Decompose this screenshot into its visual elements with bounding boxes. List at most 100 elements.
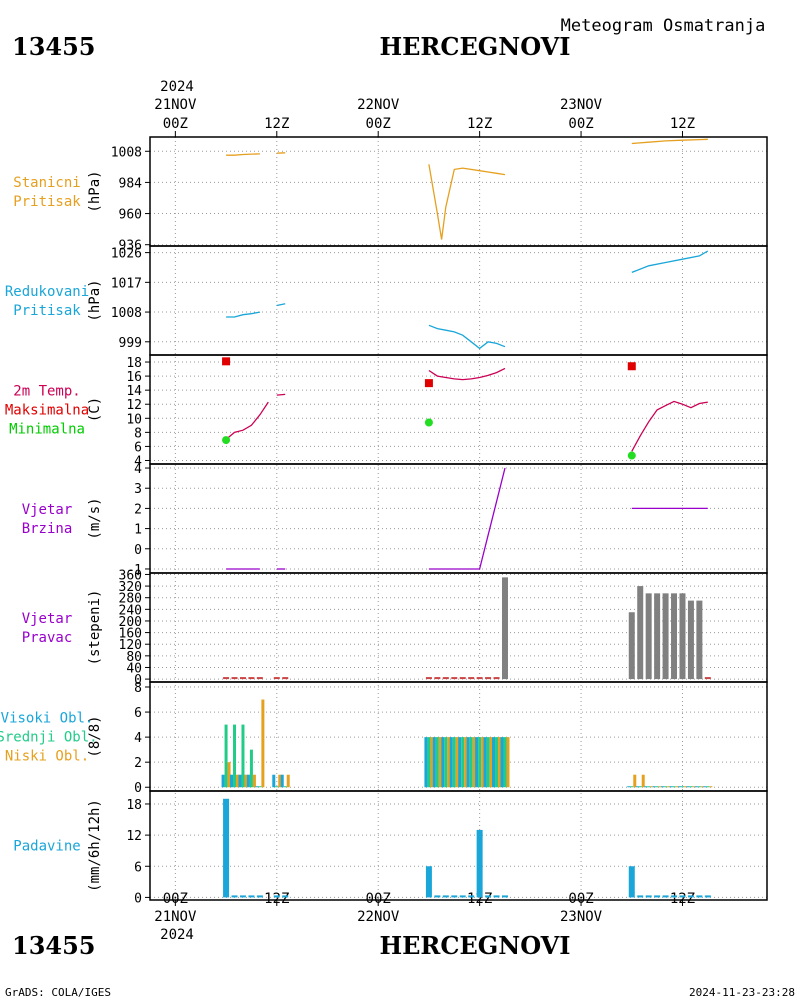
cloud-bar: [436, 737, 439, 787]
panel-frame: [150, 137, 767, 246]
cloud-bar: [247, 775, 250, 788]
cloud-bar: [287, 775, 290, 788]
cloud-bar: [644, 786, 647, 787]
panel-label: Pritisak: [13, 303, 81, 319]
zero-bar: [240, 895, 246, 897]
zero-bar: [705, 677, 711, 679]
value-bar: [696, 601, 702, 679]
zero-bar: [443, 895, 449, 897]
panel-frame: [150, 464, 767, 573]
cloud-bar: [636, 786, 639, 787]
zero-bar: [223, 677, 229, 679]
panel-label: Niski Obl.: [5, 749, 89, 765]
zero-bar: [494, 677, 500, 679]
zero-bar: [637, 895, 643, 897]
y-tick-label: 1026: [111, 247, 142, 262]
date-label-top: 22NOV: [357, 97, 400, 113]
series-line: [632, 139, 708, 143]
chart-title: Meteogram Osmatranja: [561, 16, 766, 36]
y-tick-label: 984: [119, 176, 143, 191]
cloud-bar: [253, 775, 256, 788]
zero-bar: [257, 677, 263, 679]
time-tick-label-top: 00Z: [163, 116, 188, 132]
station-id: 13455: [12, 32, 96, 61]
y-tick-label: 14: [126, 384, 142, 399]
zero-bar: [232, 677, 238, 679]
zero-bar: [460, 895, 466, 897]
zero-bar: [460, 677, 466, 679]
cloud-bar: [255, 786, 258, 787]
cloud-bar: [686, 786, 689, 787]
y-tick-label: 0: [134, 781, 142, 796]
cloud-bar: [238, 775, 241, 788]
cloud-bar: [424, 737, 427, 787]
y-tick-label: 360: [119, 568, 142, 583]
series-line: [226, 312, 260, 317]
date-label-bottom: 21NOV: [154, 909, 197, 925]
y-tick-label: 6: [134, 440, 142, 455]
zero-bar: [282, 895, 288, 897]
cloud-bar: [258, 786, 261, 787]
cloud-bar: [627, 786, 630, 787]
y-tick-label: 1017: [111, 276, 142, 291]
zero-bar: [485, 677, 491, 679]
y-tick-label: 1008: [111, 306, 142, 321]
series-line: [632, 251, 708, 272]
cloud-bar: [453, 737, 456, 787]
date-label-top: 23NOV: [560, 97, 603, 113]
cloud-bar: [653, 786, 656, 787]
panel-frame: [150, 791, 767, 900]
panel-label: Redukovani: [5, 284, 89, 300]
panel-label: Vjetar: [22, 611, 73, 627]
zero-bar: [688, 895, 694, 897]
max-temp-marker: [628, 362, 636, 370]
y-tick-label: 0: [134, 891, 142, 906]
cloud-bar: [500, 737, 503, 787]
panel-label: Visoki Obl.: [1, 711, 94, 727]
date-label-top: 21NOV: [154, 97, 197, 113]
y-axis-label: (mm/6h/12h): [87, 799, 103, 892]
y-tick-label: 6: [134, 706, 142, 721]
zero-bar: [451, 895, 457, 897]
cloud-bar: [427, 737, 430, 787]
y-tick-label: 12: [126, 829, 142, 844]
zero-bar: [468, 677, 474, 679]
cloud-bar: [284, 786, 287, 787]
y-axis-label: (C): [87, 397, 103, 422]
panel-label: Brzina: [22, 521, 73, 537]
panel-label: 2m Temp.: [13, 384, 80, 400]
panel-label: Stanicni: [13, 175, 80, 191]
zero-bar: [654, 895, 660, 897]
zero-bar: [477, 677, 483, 679]
min-temp-marker: [425, 419, 433, 427]
y-tick-label: 16: [126, 370, 142, 385]
zero-bar: [282, 677, 288, 679]
panel-label: Srednji Obl.: [0, 730, 98, 746]
series-line: [277, 394, 285, 395]
time-tick-label-top: 12Z: [467, 116, 492, 132]
y-tick-label: 8: [134, 426, 142, 441]
value-bar: [688, 601, 694, 679]
station-name: HERCEGNOVI: [379, 32, 570, 61]
value-bar: [646, 593, 652, 679]
time-tick-label-top: 12Z: [670, 116, 695, 132]
year-bottom: 2024: [160, 927, 194, 943]
min-temp-marker: [628, 452, 636, 460]
zero-bar: [257, 895, 263, 897]
y-axis-label: (hPa): [87, 170, 103, 212]
time-tick-label-top: 12Z: [264, 116, 289, 132]
series-line: [226, 154, 260, 155]
y-tick-label: 999: [119, 336, 142, 351]
cloud-bar: [706, 786, 709, 787]
y-tick-label: 6: [134, 860, 142, 875]
cloud-bar: [633, 775, 636, 788]
footer-timestamp: 2024-11-23-23:28: [689, 986, 795, 999]
y-tick-label: 2: [134, 502, 142, 517]
value-bar: [679, 593, 685, 679]
zero-bar: [663, 895, 669, 897]
cloud-bar: [444, 737, 447, 787]
footer-station-id: 13455: [12, 931, 96, 960]
